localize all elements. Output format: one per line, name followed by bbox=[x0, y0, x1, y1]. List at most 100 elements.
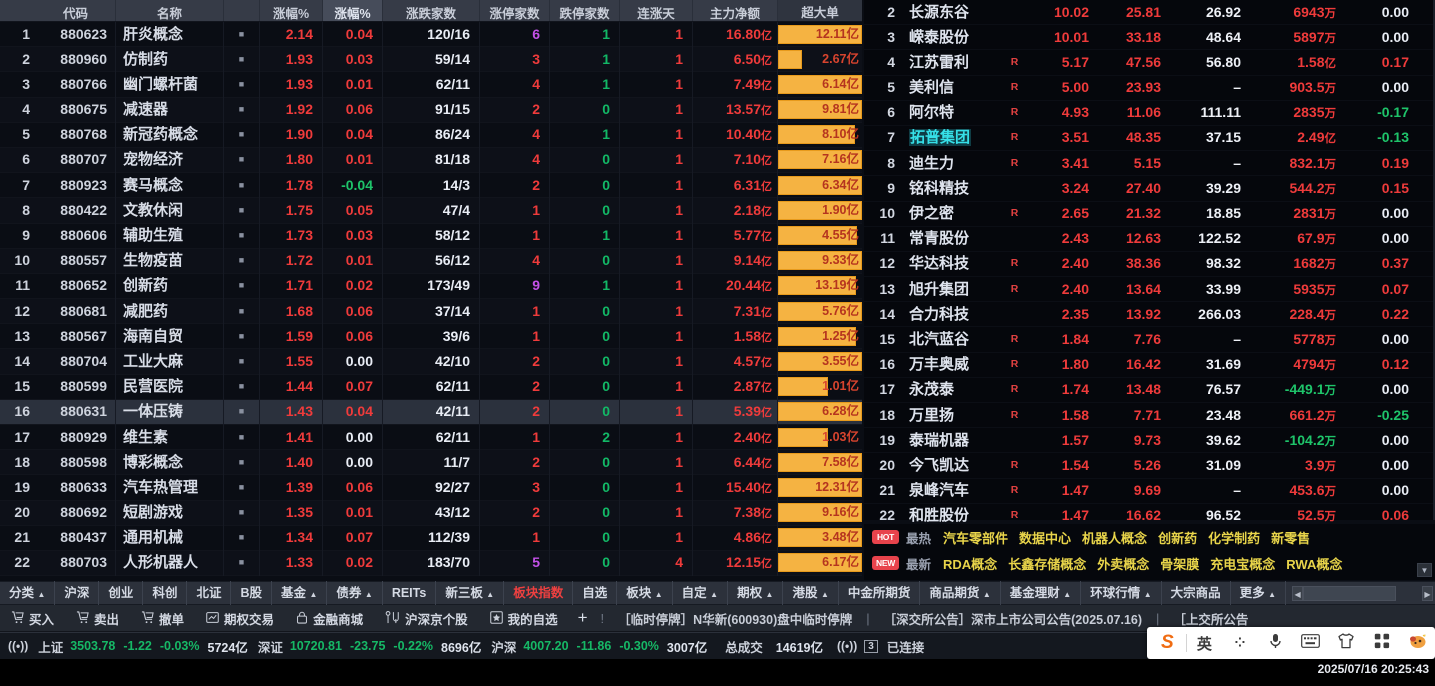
table-row[interactable]: 10 伊之密 R 2.65 21.32 18.85 2831万 0.00 bbox=[864, 202, 1435, 227]
news-ticker-item[interactable]: ［临时停牌］N华新(600930)盘中临时停牌 bbox=[618, 612, 853, 627]
sector-name[interactable]: 通用机械 bbox=[116, 525, 224, 551]
sector-name[interactable]: 人形机器人 bbox=[116, 550, 224, 576]
nav-item-板块[interactable]: 板块 ▲ bbox=[617, 581, 673, 605]
scroll-right-button[interactable]: ▶ bbox=[1422, 585, 1433, 601]
new-tag-item[interactable]: 充电宝概念 bbox=[1210, 556, 1276, 572]
table-row[interactable]: 14 合力科技 2.35 13.92 266.03 228.4万 0.22 bbox=[864, 302, 1435, 328]
stock-detail-table[interactable]: 2 长源东谷 10.02 25.81 26.92 6943万 0.00 3 嵘泰股份 10.01 3… bbox=[864, 0, 1435, 529]
table-row[interactable]: 14 880704 工业大麻 ■ 1.55 0.00 42/10 2 0 1 4.57亿 3.55亿 bbox=[0, 348, 862, 375]
column-header-limitdown-count[interactable]: 跌停家数 bbox=[550, 0, 620, 21]
table-row[interactable]: 4 880675 减速器 ■ 1.92 0.06 91/15 2 0 1 13.57亿 9.81亿 bbox=[0, 97, 862, 123]
stock-name[interactable]: 泰瑞机器 bbox=[909, 431, 970, 449]
table-row[interactable]: 12 880681 减肥药 ■ 1.68 0.06 37/14 1 0 1 7.31亿 5.76亿 bbox=[0, 298, 862, 325]
nav-item-港股[interactable]: 港股 ▲ bbox=[783, 581, 839, 605]
table-row[interactable]: 7 拓普集团 R 3.51 48.35 37.15 2.49亿 -0.13 bbox=[864, 126, 1435, 152]
sector-name[interactable]: 减肥药 bbox=[116, 298, 224, 324]
stock-name[interactable]: 江苏雷利 bbox=[909, 53, 970, 71]
column-header-index[interactable] bbox=[0, 0, 36, 21]
sector-name[interactable]: 博彩概念 bbox=[116, 449, 224, 475]
new-tag-item[interactable]: RWA概念 bbox=[1286, 556, 1343, 572]
table-row[interactable]: 22 880703 人形机器人 ■ 1.33 0.02 183/70 5 0 4 12.15亿 6.1… bbox=[0, 550, 862, 577]
column-header-main-netflow[interactable]: 主力净额 bbox=[693, 0, 778, 21]
column-header-up-days[interactable]: 连涨天 bbox=[620, 0, 693, 21]
table-row[interactable]: 10 880557 生物疫苗 ■ 1.72 0.01 56/12 4 0 1 9.14亿 9.33亿 bbox=[0, 248, 862, 274]
nav-item-中金所期货[interactable]: 中金所期货 bbox=[839, 581, 921, 605]
hot-tag-item[interactable]: 数据中心 bbox=[1019, 530, 1072, 546]
table-row[interactable]: 9 铭科精技 3.24 27.40 39.29 544.2万 0.15 bbox=[864, 176, 1435, 202]
table-row[interactable]: 16 万丰奥威 R 1.80 16.42 31.69 4794万 0.12 bbox=[864, 353, 1435, 378]
stock-name[interactable]: 常青股份 bbox=[909, 230, 970, 248]
table-row[interactable]: 13 旭升集团 R 2.40 13.64 33.99 5935万 0.07 bbox=[864, 277, 1435, 303]
toolbar-cart-cancel[interactable]: 撤单 bbox=[130, 605, 195, 632]
sector-name[interactable]: 幽门螺杆菌 bbox=[116, 71, 224, 98]
sector-name[interactable]: 新冠药概念 bbox=[116, 122, 224, 148]
toolbar-options-trade[interactable]: 期权交易 bbox=[195, 605, 285, 632]
nav-item-基金理财[interactable]: 基金理财 ▲ bbox=[1001, 581, 1082, 605]
nav-item-沪深[interactable]: 沪深 bbox=[55, 581, 100, 605]
table-row[interactable]: 12 华达科技 R 2.40 38.36 98.32 1682万 0.37 bbox=[864, 252, 1435, 278]
nav-item-自选[interactable]: 自选 bbox=[573, 581, 618, 605]
stock-name[interactable]: 和胜股份 bbox=[909, 507, 970, 525]
chevron-down-icon[interactable]: ▼ bbox=[1417, 563, 1432, 577]
column-header-dot[interactable] bbox=[224, 0, 260, 21]
table-row[interactable]: 16 880631 一体压铸 ■ 1.43 0.04 42/11 2 0 1 5.39亿 6.28亿 bbox=[0, 399, 862, 425]
nav-item-板块指数[interactable]: 板块指数 bbox=[504, 581, 574, 605]
hot-tag-item[interactable]: 汽车零部件 bbox=[943, 530, 1009, 546]
ime-punctuation-icon[interactable]: ⁘ bbox=[1234, 635, 1246, 650]
hot-tag-item[interactable]: 创新药 bbox=[1158, 530, 1198, 546]
stock-name[interactable]: 伊之密 bbox=[909, 205, 955, 222]
nav-item-大宗商品[interactable]: 大宗商品 bbox=[1162, 581, 1231, 605]
add-tab-button[interactable]: + bbox=[577, 608, 588, 627]
sector-name[interactable]: 维生素 bbox=[116, 424, 224, 450]
table-row[interactable]: 1 880623 肝炎概念 ■ 2.14 0.04 120/16 6 1 1 16.80亿 12.11… bbox=[0, 21, 862, 48]
stock-name[interactable]: 万里扬 bbox=[909, 406, 955, 424]
stock-name[interactable]: 合力科技 bbox=[909, 305, 970, 323]
stock-name[interactable]: 迪生力 bbox=[909, 154, 955, 172]
hot-tag-item[interactable]: 新零售 bbox=[1271, 530, 1311, 546]
nav-scrollbar-track[interactable] bbox=[1303, 585, 1397, 601]
news-ticker-item[interactable]: ［上交所公告 bbox=[1173, 612, 1249, 627]
nav-item-REITs[interactable]: REITs bbox=[383, 581, 437, 605]
hot-tag-item[interactable]: 机器人概念 bbox=[1082, 530, 1148, 546]
nav-item-环球行情[interactable]: 环球行情 ▲ bbox=[1081, 581, 1162, 605]
table-row[interactable]: 19 880633 汽车热管理 ■ 1.39 0.06 92/27 3 0 1 15.40亿 12.3… bbox=[0, 474, 862, 501]
new-tag-item[interactable]: 外卖概念 bbox=[1097, 556, 1150, 572]
table-row[interactable]: 5 880768 新冠药概念 ■ 1.90 0.04 86/24 4 1 1 10.40亿 8.10亿 bbox=[0, 122, 862, 148]
apps-icon[interactable] bbox=[1364, 633, 1399, 653]
table-row[interactable]: 18 万里扬 R 1.58 7.71 23.48 661.2万 -0.25 bbox=[864, 403, 1435, 429]
toolbar-cart-buy[interactable]: 买入 bbox=[0, 605, 65, 632]
sector-name[interactable]: 辅助生殖 bbox=[116, 223, 224, 249]
nav-item-北证[interactable]: 北证 bbox=[187, 581, 232, 605]
column-header-change-pct[interactable]: 涨幅% bbox=[323, 0, 383, 21]
stock-name[interactable]: 嵘泰股份 bbox=[909, 28, 970, 46]
sector-name[interactable]: 海南自贸 bbox=[116, 323, 224, 349]
sector-name[interactable]: 文教休闲 bbox=[116, 197, 224, 223]
table-row[interactable]: 9 880606 辅助生殖 ■ 1.73 0.03 58/12 1 1 1 5.77亿 4.55亿 bbox=[0, 223, 862, 249]
toolbar-cart-sell[interactable]: 卖出 bbox=[65, 605, 130, 632]
table-row[interactable]: 17 永茂泰 R 1.74 13.48 76.57 -449.1万 0.00 bbox=[864, 378, 1435, 403]
table-row[interactable]: 7 880923 赛马概念 ■ 1.78 -0.04 14/3 2 0 1 6.31亿 6.34亿 bbox=[0, 172, 862, 199]
sector-name[interactable]: 工业大麻 bbox=[116, 348, 224, 375]
toolbar-stock-pick[interactable]: 沪深京个股 bbox=[374, 605, 479, 632]
toolbar-lock[interactable]: 金融商城 bbox=[285, 605, 374, 632]
nav-item-基金[interactable]: 基金 ▲ bbox=[272, 581, 328, 605]
market-category-navbar[interactable]: 分类 ▲ 沪深 创业 科创 北证 B股 基金 ▲ 债券 ▲ REITs 新三板 ▲ 板块指数 自选 板块… bbox=[0, 581, 1435, 605]
nav-item-新三板[interactable]: 新三板 ▲ bbox=[436, 581, 505, 605]
news-ticker-item[interactable]: ［深交所公告］深市上市公司公告(2025.07.16) bbox=[883, 612, 1143, 627]
table-row[interactable]: 2 长源东谷 10.02 25.81 26.92 6943万 0.00 bbox=[864, 0, 1435, 26]
table-row[interactable]: 15 880599 民营医院 ■ 1.44 0.07 62/11 2 0 1 2.87亿 1.01亿 bbox=[0, 374, 862, 400]
sector-name[interactable]: 创新药 bbox=[116, 273, 224, 299]
table-row[interactable]: 8 880422 文教休闲 ■ 1.75 0.05 47/4 1 0 1 2.18亿 1.90亿 bbox=[0, 197, 862, 224]
table-row[interactable]: 13 880567 海南自贸 ■ 1.59 0.06 39/6 1 0 1 1.58亿 1.25亿 bbox=[0, 323, 862, 350]
column-header-updown-count[interactable]: 涨跌家数 bbox=[383, 0, 480, 21]
nav-item-商品期货[interactable]: 商品期货 ▲ bbox=[920, 581, 1001, 605]
nav-item-创业[interactable]: 创业 bbox=[99, 581, 144, 605]
nav-item-期权[interactable]: 期权 ▲ bbox=[728, 581, 784, 605]
ime-lang-button[interactable]: 英 bbox=[1196, 635, 1212, 653]
sector-name[interactable]: 仿制药 bbox=[116, 46, 224, 72]
table-row[interactable]: 21 880437 通用机械 ■ 1.34 0.07 112/39 1 0 1 4.86亿 3.48亿 bbox=[0, 525, 862, 551]
table-row[interactable]: 3 嵘泰股份 10.01 33.18 48.64 5897万 0.00 bbox=[864, 25, 1435, 51]
nav-item-B股[interactable]: B股 bbox=[231, 581, 272, 605]
stock-name[interactable]: 拓普集团 bbox=[909, 129, 972, 147]
new-tag-item[interactable]: RDA概念 bbox=[943, 556, 998, 572]
